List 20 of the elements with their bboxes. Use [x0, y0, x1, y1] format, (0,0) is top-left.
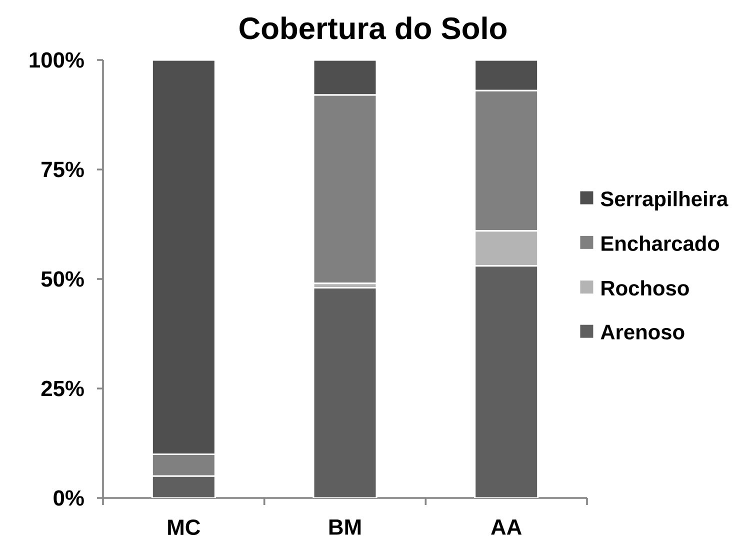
y-tick-label: 50%: [41, 271, 84, 287]
x-tick-label: AA: [491, 520, 522, 535]
legend-label: Encharcado: [602, 236, 720, 251]
bar: [312, 60, 378, 96]
y-tick-label: 25%: [41, 380, 84, 396]
legend-label: Rochoso: [602, 280, 689, 296]
chart-title: Cobertura do Solo: [240, 16, 506, 40]
y-tick-label: 100%: [30, 52, 84, 68]
bar: [474, 60, 539, 92]
bar: [312, 94, 378, 284]
x-tick-label: MC: [168, 520, 200, 536]
bar: [474, 265, 539, 498]
y-tick-label: 0%: [54, 490, 84, 506]
legend-label: Serrapilheira: [600, 190, 728, 210]
bar: [151, 60, 216, 455]
bar: [151, 475, 216, 498]
bar: [312, 287, 378, 498]
y-tick-label: 75%: [42, 162, 84, 178]
x-tick-label: BM: [329, 520, 361, 535]
legend-label: Arenoso: [600, 324, 684, 340]
